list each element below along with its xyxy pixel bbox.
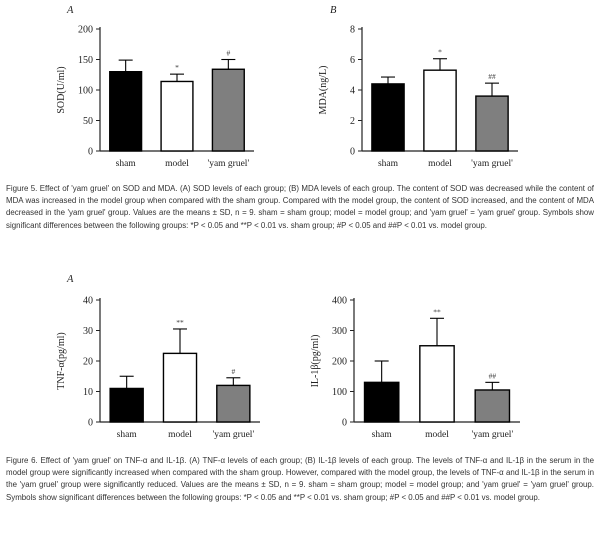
figure6-panel-b: 0100200300400IL-1β(pg/ml)Bsham**model##'… — [293, 268, 600, 448]
category-label: sham — [378, 159, 399, 169]
bar — [474, 389, 511, 423]
bar — [423, 69, 457, 152]
category-label: 'yam gruel' — [207, 159, 249, 169]
figure5-caption: Figure 5. Effect of 'yam gruel' on SOD a… — [6, 184, 594, 230]
category-label: model — [425, 430, 449, 440]
y-tick-label: 50 — [83, 116, 93, 127]
y-tick-label: 6 — [350, 55, 355, 66]
y-tick-label: 300 — [332, 326, 347, 337]
y-tick-label: 30 — [83, 326, 93, 337]
y-axis-label: MDA(ng/L) — [318, 66, 329, 115]
bar — [363, 381, 400, 423]
y-tick-label: 150 — [78, 55, 93, 66]
y-tick-label: 2 — [350, 116, 355, 127]
significance-mark: ## — [489, 371, 497, 380]
panel-label: A — [66, 274, 74, 285]
y-axis-label: IL-1β(pg/ml) — [310, 335, 321, 388]
y-tick-label: 4 — [350, 86, 355, 97]
y-tick-label: 0 — [88, 147, 93, 158]
panel-label: A — [66, 5, 74, 16]
category-label: sham — [117, 430, 138, 440]
y-tick-label: 8 — [350, 25, 355, 36]
il-1beta-chart: 0100200300400IL-1β(pg/ml)Bsham**model##'… — [293, 274, 520, 440]
category-label: 'yam gruel' — [471, 430, 513, 440]
significance-mark: * — [438, 48, 442, 57]
bar — [475, 95, 509, 152]
significance-mark: # — [231, 367, 235, 376]
bar — [109, 387, 144, 423]
bar — [419, 345, 455, 423]
category-label: 'yam gruel' — [471, 159, 513, 169]
significance-mark: ** — [176, 318, 184, 327]
significance-mark: ** — [433, 307, 441, 316]
y-tick-label: 200 — [332, 357, 347, 368]
category-label: model — [168, 430, 192, 440]
panel-label: B — [330, 5, 337, 16]
bar — [211, 68, 245, 152]
y-tick-label: 0 — [342, 418, 347, 429]
y-tick-label: 400 — [332, 296, 347, 307]
significance-mark: ## — [488, 72, 496, 81]
category-label: 'yam gruel' — [212, 430, 254, 440]
bar — [160, 80, 194, 152]
y-tick-label: 0 — [88, 418, 93, 429]
bar — [162, 352, 198, 423]
figure6-caption: Figure 6. Effect of 'yam gruel' on TNF-α… — [6, 456, 594, 502]
category-label: model — [165, 159, 189, 169]
y-tick-label: 10 — [83, 387, 93, 398]
significance-mark: # — [226, 49, 230, 58]
y-tick-label: 0 — [350, 147, 355, 158]
category-label: model — [428, 159, 452, 169]
y-tick-label: 100 — [78, 86, 93, 97]
y-tick-label: 200 — [78, 25, 93, 36]
y-tick-label: 20 — [83, 357, 93, 368]
y-axis-label: TNF-α(pg/ml) — [56, 332, 67, 389]
category-label: sham — [116, 159, 137, 169]
y-axis-label: SOD(U/ml) — [56, 66, 67, 113]
significance-mark: * — [175, 63, 179, 72]
bar — [109, 70, 143, 152]
y-tick-label: 100 — [332, 387, 347, 398]
y-tick-label: 40 — [83, 296, 93, 307]
category-label: sham — [372, 430, 393, 440]
bar — [216, 384, 251, 423]
bar — [371, 83, 405, 152]
